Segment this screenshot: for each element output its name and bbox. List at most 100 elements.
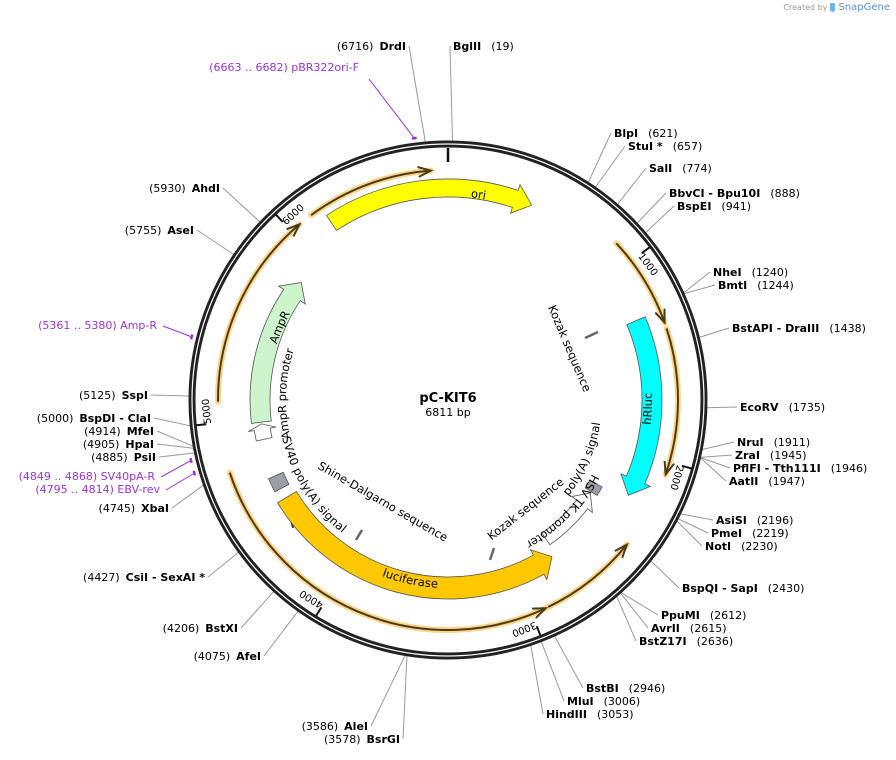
- enzyme-leader: [620, 592, 649, 629]
- enzyme-position: (5755): [125, 224, 162, 237]
- credit-prefix: Created by: [783, 3, 828, 12]
- feature-ampr[interactable]: [249, 282, 306, 424]
- feature-poly-a-signal[interactable]: [584, 479, 603, 496]
- feature-luciferase[interactable]: [277, 490, 553, 600]
- enzyme-leader: [616, 596, 637, 642]
- enzyme-leader: [153, 417, 191, 427]
- orf-arrow: [547, 544, 628, 609]
- enzyme-name: XbaI: [141, 502, 169, 515]
- enzyme-site[interactable]: (4075) AfeI: [194, 650, 261, 663]
- primer-label[interactable]: (4795 .. 4814) EBV-rev: [35, 483, 160, 496]
- enzyme-site[interactable]: (4914) MfeI: [84, 425, 154, 438]
- feature-ori[interactable]: [325, 178, 533, 231]
- orf-arrow: [310, 169, 431, 216]
- enzyme-site[interactable]: (6716) DrdI: [337, 40, 406, 53]
- feature-hsv-tk-promoter[interactable]: [541, 492, 593, 546]
- enzyme-name: ZraI: [735, 449, 760, 462]
- enzyme-name: AhdI: [192, 182, 220, 195]
- enzyme-name: AatII: [729, 475, 758, 488]
- enzyme-position: (5000): [37, 412, 74, 425]
- enzyme-name: BsrGI: [367, 733, 400, 746]
- enzyme-site[interactable]: PflFI - Tth111I (1946): [733, 462, 867, 475]
- enzyme-position: (1438): [829, 322, 866, 335]
- primer-bind-mark: [189, 457, 193, 464]
- enzyme-site[interactable]: (4427) CsiI - SexAI *: [83, 571, 205, 584]
- enzyme-site[interactable]: PpuMI (2612): [661, 609, 746, 622]
- tick-label: 5000: [201, 398, 214, 424]
- enzyme-site[interactable]: AvrII (2615): [651, 622, 726, 635]
- enzyme-site[interactable]: NheI (1240): [713, 266, 788, 279]
- enzyme-site[interactable]: (5125) SspI: [79, 389, 148, 402]
- primer-bind-mark: [189, 334, 194, 340]
- tick-mark: [535, 625, 542, 636]
- motif-label: Shine-Dalgarno sequence: [316, 459, 451, 545]
- enzyme-name: BglII: [453, 40, 481, 53]
- enzyme-leader: [540, 641, 565, 702]
- primer-label[interactable]: (6663 .. 6682) pBR322ori-F: [209, 61, 359, 74]
- enzyme-site[interactable]: (3586) AleI: [302, 720, 368, 733]
- enzyme-site[interactable]: PmeI (2219): [711, 527, 789, 540]
- feature-sv40-poly-a-signal[interactable]: [267, 471, 290, 493]
- enzyme-position: (3053): [597, 708, 634, 721]
- enzyme-position: (2615): [690, 622, 727, 635]
- enzyme-name: BbvCI - Bpu10I: [669, 187, 760, 200]
- enzyme-leader: [263, 610, 299, 657]
- enzyme-site[interactable]: EcoRV (1735): [740, 401, 825, 414]
- enzyme-leader: [595, 145, 626, 188]
- enzyme-site[interactable]: (4885) PsiI: [91, 451, 156, 464]
- enzyme-site[interactable]: HindIII (3053): [546, 708, 634, 721]
- enzyme-site[interactable]: (5000) BspDI - ClaI: [37, 412, 151, 425]
- enzyme-site[interactable]: BmtI (1244): [718, 279, 794, 292]
- enzyme-site[interactable]: (3578) BsrGI: [324, 733, 400, 746]
- tick-mark: [681, 464, 692, 470]
- enzyme-site[interactable]: NotI (2230): [705, 540, 778, 553]
- motif-mark: [584, 330, 599, 340]
- enzyme-leader: [158, 452, 195, 458]
- enzyme-site[interactable]: (5930) AhdI: [149, 182, 220, 195]
- enzyme-site[interactable]: (4206) BstXI: [163, 622, 238, 635]
- enzyme-site[interactable]: BspEI (941): [677, 200, 751, 213]
- enzyme-position: (1946): [831, 462, 868, 475]
- enzyme-site[interactable]: ZraI (1945): [735, 449, 807, 462]
- enzyme-site[interactable]: BstZ17I (2636): [639, 635, 733, 648]
- enzyme-site[interactable]: AatII (1947): [729, 475, 805, 488]
- enzyme-leader: [706, 406, 738, 409]
- enzyme-site[interactable]: SalI (774): [649, 162, 712, 175]
- enzyme-site[interactable]: BstBI (2946): [586, 682, 665, 695]
- enzyme-name: CsiI - SexAI *: [126, 571, 206, 584]
- enzyme-site[interactable]: BbvCI - Bpu10I (888): [669, 187, 800, 200]
- enzyme-position: (6716): [337, 40, 374, 53]
- enzyme-leader: [680, 513, 714, 521]
- feature-ampr-promoter[interactable]: [248, 423, 277, 442]
- enzyme-site[interactable]: BspQI - SapI (2430): [682, 582, 804, 595]
- enzyme-name: PpuMI: [661, 609, 700, 622]
- enzyme-leader: [196, 229, 235, 255]
- primer-bind-mark: [192, 470, 197, 476]
- plasmid-name: pC-KIT6: [419, 391, 476, 406]
- enzyme-site[interactable]: (4745) XbaI: [99, 502, 169, 515]
- orf-arrow: [615, 242, 666, 323]
- enzyme-position: (4075): [194, 650, 231, 663]
- enzyme-site[interactable]: BglII (19): [453, 40, 514, 53]
- feature-hrluc[interactable]: [620, 316, 663, 496]
- enzyme-position: (5930): [149, 182, 186, 195]
- enzyme-leader: [700, 457, 727, 482]
- feature-label: ori: [470, 186, 487, 202]
- enzyme-site[interactable]: NruI (1911): [737, 436, 810, 449]
- enzyme-position: (4885): [91, 451, 128, 464]
- enzyme-site[interactable]: BlpI (621): [614, 127, 678, 140]
- enzyme-site[interactable]: BstAPI - DraIII (1438): [732, 322, 866, 335]
- enzyme-leader: [683, 271, 711, 294]
- enzyme-site[interactable]: MluI (3006): [567, 695, 640, 708]
- enzyme-site[interactable]: (5755) AseI: [125, 224, 194, 237]
- primer-label[interactable]: (5361 .. 5380) Amp-R: [38, 319, 157, 332]
- primer-label[interactable]: (4849 .. 4868) SV40pA-R: [19, 470, 156, 483]
- orf-arrow: [664, 328, 679, 475]
- enzyme-site[interactable]: StuI * (657): [628, 140, 702, 153]
- enzyme-position: (774): [682, 162, 712, 175]
- enzyme-name: PflFI - Tth111I: [733, 462, 821, 475]
- enzyme-leader: [645, 205, 675, 233]
- enzyme-name: BstXI: [205, 622, 238, 635]
- enzyme-site[interactable]: AsiSI (2196): [716, 514, 793, 527]
- enzyme-site[interactable]: (4905) HpaI: [83, 438, 154, 451]
